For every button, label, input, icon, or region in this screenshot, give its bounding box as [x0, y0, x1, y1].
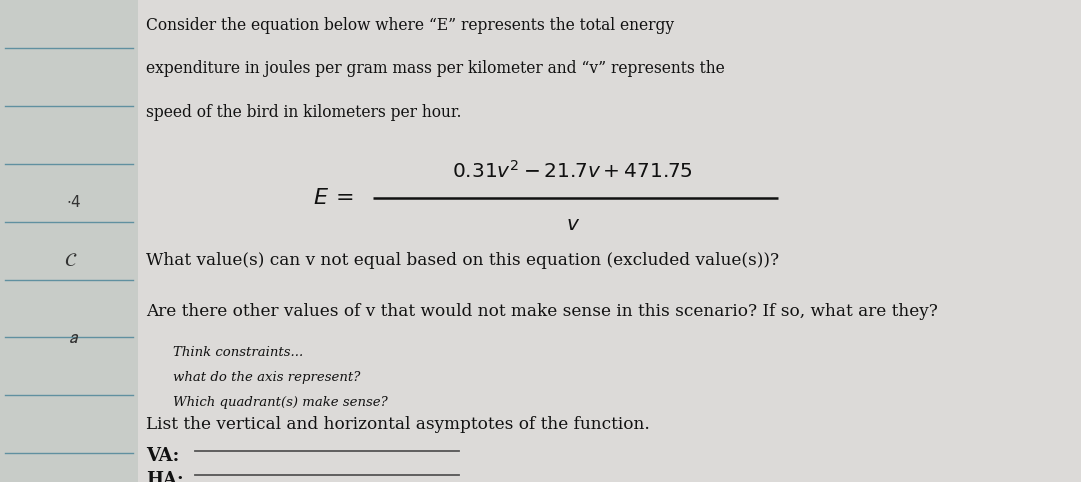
- Text: What value(s) can v not equal based on this equation (excluded value(s))?: What value(s) can v not equal based on t…: [146, 252, 779, 268]
- Text: Which quadrant(s) make sense?: Which quadrant(s) make sense?: [173, 396, 388, 409]
- Text: expenditure in joules per gram mass per kilometer and “v” represents the: expenditure in joules per gram mass per …: [146, 60, 724, 77]
- Text: $\mathcal{a}$: $\mathcal{a}$: [68, 328, 79, 347]
- Bar: [0, 0, 138, 482]
- Text: $v$: $v$: [565, 214, 580, 234]
- Text: Are there other values of v that would not make sense in this scenario? If so, w: Are there other values of v that would n…: [146, 303, 938, 320]
- Text: Consider the equation below where “E” represents the total energy: Consider the equation below where “E” re…: [146, 17, 675, 34]
- Text: what do the axis represent?: what do the axis represent?: [173, 371, 360, 384]
- Text: speed of the bird in kilometers per hour.: speed of the bird in kilometers per hour…: [146, 104, 462, 120]
- Text: List the vertical and horizontal asymptotes of the function.: List the vertical and horizontal asympto…: [146, 416, 650, 433]
- Text: Think constraints...: Think constraints...: [173, 346, 303, 359]
- Text: $0.31v^2-21.7v+471.75$: $0.31v^2-21.7v+471.75$: [453, 160, 693, 182]
- Text: $\cdot$4: $\cdot$4: [66, 194, 81, 211]
- Text: $\mathcal{C}$: $\mathcal{C}$: [64, 251, 77, 270]
- Text: VA:: VA:: [146, 447, 179, 465]
- Text: $E\,=$: $E\,=$: [313, 187, 353, 209]
- Text: HA:: HA:: [146, 471, 184, 482]
